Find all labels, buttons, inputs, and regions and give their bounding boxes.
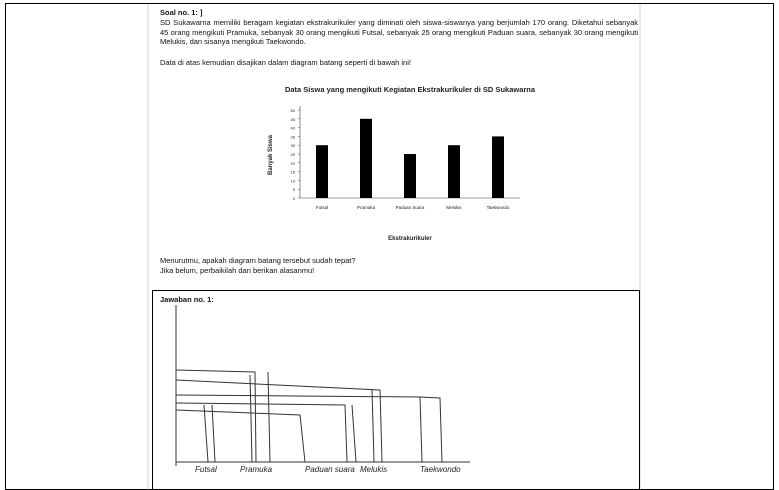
question-title: Soal no. 1: ] [160, 8, 203, 18]
x-tick-label: Futsal [316, 205, 328, 210]
handwritten-label: Pramuka [240, 465, 273, 474]
y-tick-label: 15 [291, 170, 296, 175]
x-axis-label: Ekstrakurikuler [388, 236, 432, 242]
bar [316, 145, 328, 198]
handwritten-label: Taekwondo [420, 465, 461, 474]
answer-box [153, 291, 640, 490]
answer-title: Jawaban no. 1: [160, 295, 214, 305]
handwritten-label: Paduan suara [305, 465, 355, 474]
chart-title: Data Siswa yang mengikuti Kegiatan Ekstr… [285, 85, 536, 94]
handwritten-label: Melukis [360, 465, 387, 474]
question-instruction: Data di atas kemudian disajikan dalam di… [160, 58, 411, 68]
bar [404, 154, 416, 198]
prompt-line: Jika belum, perbaikilah dan berikan alas… [160, 266, 314, 276]
question-text: SD Sukawarna memiliki beragam kegiatan e… [160, 18, 638, 47]
canvas: Data Siswa yang mengikuti Kegiatan Ekstr… [0, 0, 779, 490]
y-axis-label: Banyak Siswa [268, 134, 274, 175]
y-tick-label: 30 [291, 143, 296, 148]
y-tick-label: 25 [291, 152, 296, 157]
frame [6, 4, 774, 490]
y-tick-label: 20 [291, 161, 296, 166]
prompt-line: Menurutmu, apakah diagram batang tersebu… [160, 256, 356, 266]
y-tick-label: 35 [291, 134, 296, 139]
x-tick-label: Pramuka [357, 205, 376, 210]
y-tick-label: 40 [291, 126, 296, 131]
y-tick-label: 5 [293, 187, 296, 192]
x-tick-label: Melukis [446, 205, 462, 210]
y-tick-label: 50 [291, 108, 296, 113]
y-tick-label: 0 [293, 196, 296, 201]
handwritten-sketch [176, 305, 470, 466]
handwritten-label: Futsal [195, 465, 217, 474]
y-tick-label: 10 [291, 178, 296, 183]
bar [492, 136, 504, 198]
y-tick-label: 45 [291, 117, 296, 122]
bar [448, 145, 460, 198]
x-tick-label: Taekwondo [487, 205, 510, 210]
x-tick-label: Paduan Suara [396, 205, 425, 210]
page: Data Siswa yang mengikuti Kegiatan Ekstr… [0, 0, 779, 490]
bar [360, 119, 372, 198]
